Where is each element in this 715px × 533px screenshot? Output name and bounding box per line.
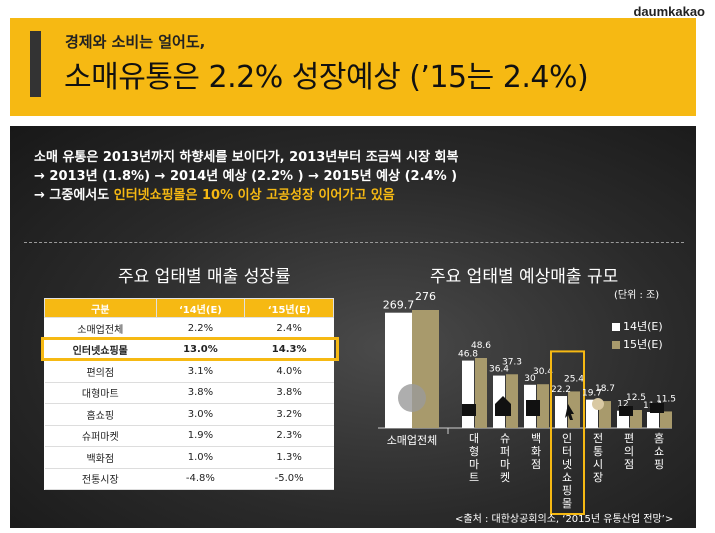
table-cell: 전통시장 xyxy=(44,468,157,490)
bar-15년(E) xyxy=(537,384,549,428)
table-row: 전통시장 -4.8% -5.0% xyxy=(44,468,334,490)
table-cell: -4.8% xyxy=(156,468,245,490)
legend-label: 14년(E) xyxy=(623,320,663,333)
legend-swatch xyxy=(612,341,620,349)
table-header-row: 구분 ‘14년(E) ‘15년(E) xyxy=(44,298,334,318)
legend-swatch xyxy=(612,323,620,331)
table-row: 편의점 3.1% 4.0% xyxy=(44,360,334,383)
cursor-icon xyxy=(565,404,574,420)
table-row: 백화점 1.0% 1.3% xyxy=(44,446,334,469)
table-cell: 편의점 xyxy=(44,360,157,383)
value-label: 36.4 xyxy=(489,365,509,375)
shop-icon xyxy=(619,406,633,416)
table-header-cell: ‘15년(E) xyxy=(244,298,334,318)
table-cell: 2.3% xyxy=(244,425,334,447)
table-cell: 3.2% xyxy=(244,403,334,426)
summary-line-3: → 그중에서도 인터넷쇼핑몰은 10% 이상 고공성장 이어가고 있음 xyxy=(34,186,458,205)
growth-table: 구분 ‘14년(E) ‘15년(E) 소매업전체 2.2% 2.4% 인터넷쇼핑몰 1… xyxy=(44,298,334,490)
chart-title: 주요 업태별 예상매출 규모 xyxy=(430,267,619,287)
table-row: 홈쇼핑 3.0% 3.2% xyxy=(44,403,334,426)
value-label: 12.5 xyxy=(626,393,646,403)
header-subtitle: 경제와 소비는 얼어도, xyxy=(65,33,206,51)
building-icon xyxy=(526,400,540,416)
table-cell: 3.8% xyxy=(156,382,245,404)
summary-line-3-prefix: → 그중에서도 xyxy=(34,188,114,203)
value-label: 269.7 xyxy=(383,299,415,312)
table-cell: 대형마트 xyxy=(44,382,157,404)
growth-table-title: 주요 업태별 매출 성장률 xyxy=(118,267,291,287)
table-cell: -5.0% xyxy=(244,468,334,490)
legend-label: 15년(E) xyxy=(623,338,663,351)
chart-unit: (단위 : 조) xyxy=(614,290,660,301)
money-icon xyxy=(398,384,426,412)
source-note: <출처 : 대한상공회의소, ‘2015년 유통산업 전망’> xyxy=(455,514,674,525)
table-cell: 슈퍼마켓 xyxy=(44,425,157,447)
table-cell: 1.9% xyxy=(156,425,245,447)
bar-14년(E) xyxy=(647,412,659,428)
table-row: 슈퍼마켓 1.9% 2.3% xyxy=(44,425,334,447)
summary-line-1: 소매 유통은 2013년까지 하향세를 보이다가, 2013년부터 조금씩 시장… xyxy=(34,150,459,165)
table-cell: 1.0% xyxy=(156,446,245,469)
legend-item-14: 14년(E) xyxy=(612,318,663,334)
value-label: 30 xyxy=(524,374,536,384)
divider xyxy=(24,242,684,243)
value-label: 48.6 xyxy=(471,341,491,351)
tv-icon xyxy=(650,403,664,413)
highlight-frame xyxy=(550,350,585,516)
value-label: 22.2 xyxy=(551,385,571,395)
table-cell: 3.1% xyxy=(156,360,245,383)
header-title: 소매유통은 2.2% 성장예상 (’15는 2.4%) xyxy=(64,60,589,95)
summary-line-2: → 2013년 (1.8%) → 2014년 예상 (2.2% ) → 2015… xyxy=(34,169,458,184)
value-label: 19.7 xyxy=(582,389,602,399)
store-icon xyxy=(495,396,511,416)
table-cell: 4.0% xyxy=(244,360,334,383)
table-header-cell: ‘14년(E) xyxy=(155,298,246,318)
value-label: 18.7 xyxy=(595,384,615,394)
value-label: 11.5 xyxy=(656,394,676,404)
table-row: 대형마트 3.8% 3.8% xyxy=(44,382,334,404)
bar-15년(E) xyxy=(475,358,487,428)
bar-14년(E) xyxy=(555,396,567,428)
summary-block: 소매 유통은 2013년까지 하향세를 보이다가, 2013년부터 조금씩 시장… xyxy=(34,148,458,205)
value-label: 46.8 xyxy=(458,350,478,360)
value-label: 12 xyxy=(617,400,628,410)
cart-icon xyxy=(462,404,476,416)
bar-15년(E) xyxy=(660,411,672,428)
value-label: 30.4 xyxy=(533,367,553,377)
brand-logo: daumkakao xyxy=(633,4,705,19)
table-cell: 3.8% xyxy=(244,382,334,404)
banner-accent-bar xyxy=(30,31,41,97)
table-highlight-frame xyxy=(41,337,339,361)
value-label: 25.4 xyxy=(564,374,584,384)
table-cell: 홈쇼핑 xyxy=(44,403,157,426)
vendor-icon xyxy=(592,398,604,410)
category-label: 소매업전체 xyxy=(387,434,438,447)
legend-item-15: 15년(E) xyxy=(612,336,663,352)
value-label: 276 xyxy=(415,290,436,303)
table-cell: 3.0% xyxy=(156,403,245,426)
table-cell: 1.3% xyxy=(244,446,334,469)
table-row: 소매업전체 2.2% 2.4% xyxy=(44,317,334,340)
summary-highlight: 인터넷쇼핑몰은 10% 이상 고공성장 이어가고 있음 xyxy=(113,188,395,203)
table-header-cell: 구분 xyxy=(44,298,157,318)
bar-14년(E) xyxy=(462,360,474,428)
header-banner: 경제와 소비는 얼어도, 소매유통은 2.2% 성장예상 (’15는 2.4%) xyxy=(10,18,696,116)
table-cell: 백화점 xyxy=(44,446,157,469)
value-label: 37.3 xyxy=(502,357,522,367)
